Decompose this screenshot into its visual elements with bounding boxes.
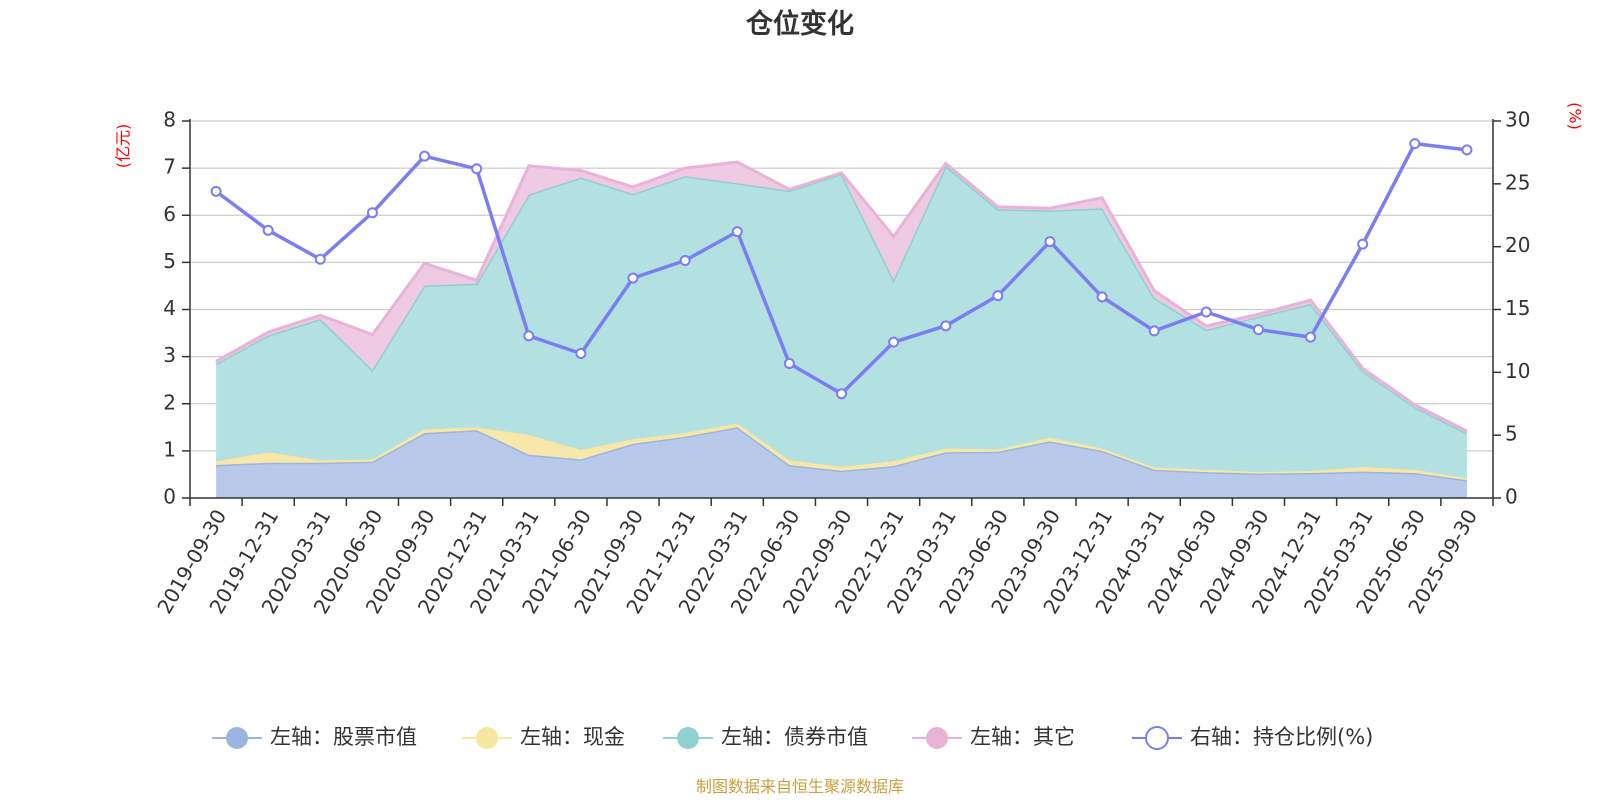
right-tick-label-30: 30 <box>1505 108 1530 132</box>
ratio-point-2021-06-30 <box>575 347 587 359</box>
legend-label-0: 左轴：股票市值 <box>270 725 417 749</box>
ratio-point-2022-09-30 <box>836 388 847 400</box>
ratio-point-2022-03-31 <box>731 226 743 238</box>
ratio-point-2024-12-31 <box>1305 331 1317 343</box>
left-tick-label-8: 8 <box>163 108 176 132</box>
ratio-point-2023-03-31 <box>940 320 952 332</box>
ratio-point-2021-09-30 <box>627 272 639 284</box>
ratio-line-series <box>210 138 1473 400</box>
area-1 <box>216 423 1467 481</box>
ratio-point-2025-09-30 <box>1461 144 1473 156</box>
right-tick-label-20: 20 <box>1505 233 1530 257</box>
left-tick-label-0: 0 <box>163 485 176 509</box>
right-tick-label-10: 10 <box>1505 359 1530 383</box>
ratio-point-2019-09-30 <box>210 185 222 197</box>
ratio-point-2025-06-30 <box>1409 138 1421 150</box>
right-tick-label-0: 0 <box>1505 485 1518 509</box>
ratio-point-2024-06-30 <box>1200 306 1212 318</box>
legend-marker-1 <box>476 727 498 749</box>
legend-marker-0 <box>226 727 248 749</box>
left-tick-label-4: 4 <box>163 296 176 320</box>
legend-item-0[interactable]: 左轴：股票市值 <box>212 725 417 749</box>
ratio-point-2023-06-30 <box>992 290 1004 302</box>
legend-item-2[interactable]: 左轴：债券市值 <box>663 725 868 749</box>
area-2 <box>216 165 1467 479</box>
left-tick-label-1: 1 <box>163 437 176 461</box>
right-tick-label-5: 5 <box>1505 422 1518 446</box>
ratio-point-2020-09-30 <box>419 150 431 162</box>
ratio-point-2021-12-31 <box>679 254 691 266</box>
left-tick-label-2: 2 <box>163 390 176 414</box>
ratio-point-2020-06-30 <box>366 207 378 219</box>
right-axis-unit-label: (%) <box>1566 102 1585 130</box>
left-tick-label-5: 5 <box>163 249 176 273</box>
ratio-point-2023-12-31 <box>1096 291 1108 303</box>
chart-title: 仓位变化 <box>745 8 854 40</box>
legend[interactable]: 左轴：股票市值 左轴：现金 左轴：债券市值 左轴：其它 右轴：持仓比例(%) <box>212 725 1373 750</box>
area-edge-3 <box>215 160 1468 433</box>
source-credit: 制图数据来自恒生聚源数据库 <box>696 777 904 796</box>
legend-item-3[interactable]: 左轴：其它 <box>912 725 1075 749</box>
legend-marker-2 <box>677 727 699 749</box>
left-tick-label-7: 7 <box>163 155 176 179</box>
legend-marker-3 <box>926 727 948 749</box>
left-axis-unit-label: (亿元) <box>114 124 133 169</box>
ratio-point-2023-09-30 <box>1044 236 1056 248</box>
stacked-areas <box>215 160 1468 498</box>
legend-label-4: 右轴：持仓比例(%) <box>1190 725 1373 749</box>
ratio-point-2022-06-30 <box>783 358 795 370</box>
left-tick-label-6: 6 <box>163 202 176 226</box>
ratio-point-2024-03-31 <box>1148 325 1160 337</box>
ratio-point-2022-12-31 <box>888 336 900 348</box>
ratio-point-2025-03-31 <box>1357 238 1369 250</box>
ratio-point-2021-03-31 <box>523 330 535 342</box>
left-tick-label-3: 3 <box>163 343 176 367</box>
right-tick-label-15: 15 <box>1505 296 1530 320</box>
legend-marker-4 <box>1145 726 1169 750</box>
legend-item-1[interactable]: 左轴：现金 <box>462 725 625 749</box>
legend-label-2: 左轴：债券市值 <box>721 725 868 749</box>
ratio-point-2020-03-31 <box>314 253 326 265</box>
ratio-point-2024-09-30 <box>1252 324 1264 336</box>
ratio-point-2019-12-31 <box>262 224 274 236</box>
legend-item-4[interactable]: 右轴：持仓比例(%) <box>1132 725 1373 750</box>
legend-label-3: 左轴：其它 <box>970 725 1075 749</box>
legend-label-1: 左轴：现金 <box>520 725 625 749</box>
ratio-point-2020-12-31 <box>471 163 483 175</box>
area-0 <box>216 427 1467 498</box>
right-tick-label-25: 25 <box>1505 170 1530 194</box>
